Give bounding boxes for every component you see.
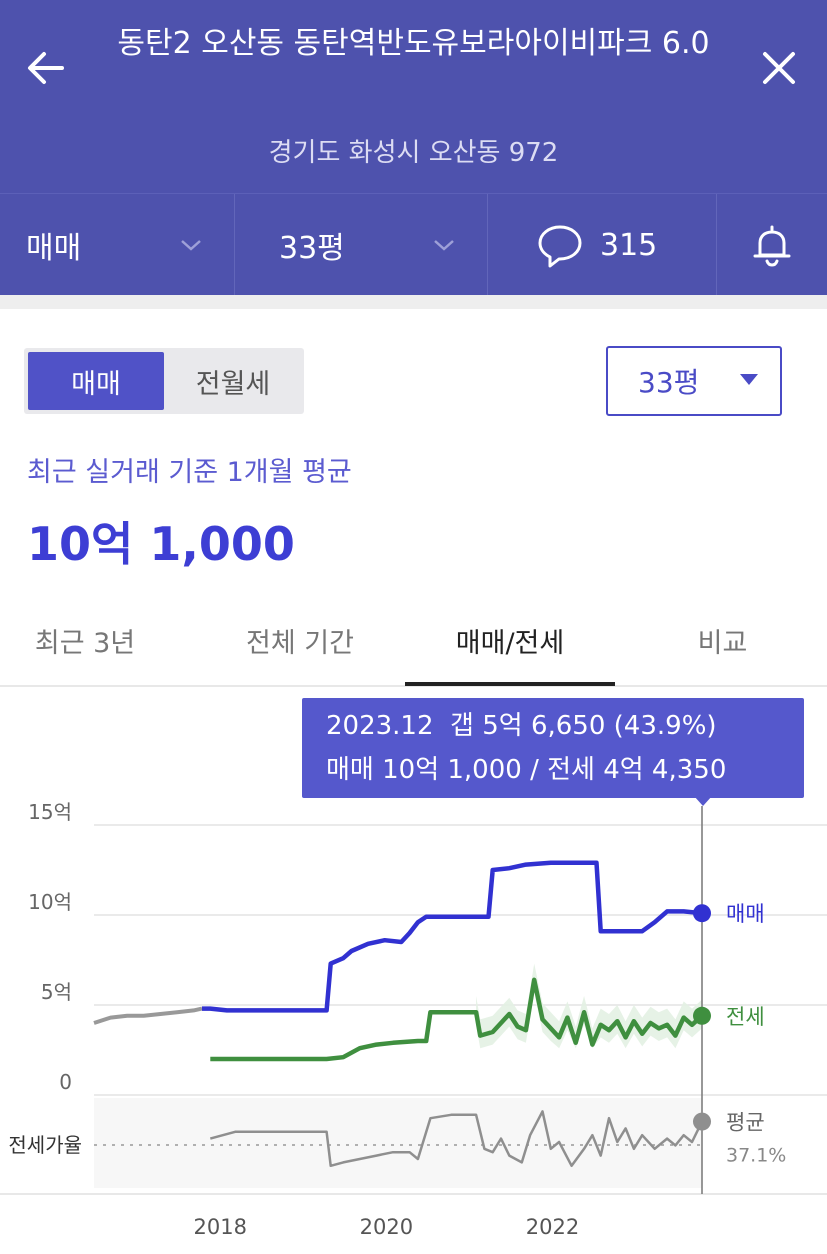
app-header: 동탄2 오산동 동탄역반도유보라아이비파크 6.0 경기도 화성시 오산동 97…	[0, 0, 827, 193]
ratio-end-marker	[693, 1112, 711, 1131]
tab-sale-jeonse[interactable]: 매매/전세	[455, 627, 565, 659]
speech-bubble-icon	[538, 225, 582, 268]
section-divider	[0, 295, 827, 309]
arrow-left-icon	[28, 52, 64, 84]
toggle-rent[interactable]: 전월세	[195, 368, 271, 400]
chart-tooltip: 2023.12 갭 5억 6,650 (43.9%) 매매 10억 1,000 …	[302, 698, 804, 798]
back-button[interactable]	[18, 40, 74, 96]
area-dropdown[interactable]: 33평	[235, 194, 487, 296]
tab-compare[interactable]: 비교	[697, 627, 748, 659]
page-title: 동탄2 오산동 동탄역반도유보라아이비파크 6.0	[117, 26, 710, 61]
chevron-down-icon	[181, 240, 201, 251]
deal-type-dropdown[interactable]: 매매	[0, 194, 234, 296]
chevron-down-icon	[434, 240, 454, 251]
tab-all-period[interactable]: 전체 기간	[246, 627, 354, 659]
ratio-end-label: 평균	[726, 1111, 765, 1135]
ratio-line	[209, 1110, 704, 1168]
y-tick-label: 15억	[28, 800, 72, 824]
active-tab-indicator	[405, 682, 615, 686]
sale-end-label: 매매	[726, 902, 765, 926]
y-tick-label: 10억	[28, 890, 72, 914]
deal-type-label: 매매	[26, 231, 82, 266]
ratio-end-value: 37.1%	[726, 1145, 786, 1167]
period-tabs: 최근 3년 전체 기간 매매/전세 비교	[0, 595, 827, 687]
filter-bar: 매매 33평 315	[0, 193, 827, 296]
tab-recent-3y[interactable]: 최근 3년	[34, 627, 136, 659]
area-label: 33평	[279, 231, 345, 266]
comments-button[interactable]: 315	[488, 194, 716, 296]
y-tick-label: 5억	[41, 980, 72, 1004]
tooltip-arrow	[694, 796, 712, 806]
ratio-band	[94, 1098, 702, 1188]
deal-toggle: 매매 전월세	[24, 348, 304, 414]
sale-line-early	[93, 1006, 203, 1025]
jeonse-end-label: 전세	[726, 1005, 765, 1029]
y-tick-label: 0	[59, 1070, 72, 1094]
area-select-value: 33평	[638, 366, 700, 399]
sale-end-marker	[693, 904, 711, 923]
x-tick-label: 2020	[360, 1215, 413, 1239]
tooltip-gap: 2023.12 갭 5억 6,650 (43.9%)	[326, 711, 717, 741]
tooltip-prices: 매매 10억 1,000 / 전세 4억 4,350	[326, 755, 727, 785]
bell-icon	[753, 225, 791, 267]
area-select[interactable]: 33평	[606, 346, 782, 416]
caret-down-icon	[740, 374, 758, 385]
toggle-sale[interactable]: 매매	[28, 352, 164, 410]
close-button[interactable]	[751, 40, 807, 96]
address-text: 경기도 화성시 오산동 972	[268, 138, 559, 168]
x-tick-label: 2018	[194, 1215, 247, 1239]
notification-button[interactable]	[717, 194, 827, 296]
jeonse-end-marker	[693, 1006, 711, 1025]
sale-line	[202, 860, 703, 1013]
x-tick-label: 2022	[526, 1215, 579, 1239]
comment-count: 315	[600, 227, 658, 263]
average-price: 10억 1,000	[27, 517, 295, 571]
ratio-axis-label: 전세가율	[8, 1133, 82, 1157]
average-label: 최근 실거래 기준 1개월 평균	[27, 457, 352, 488]
close-icon	[763, 52, 795, 84]
jeonse-line	[210, 977, 704, 1062]
